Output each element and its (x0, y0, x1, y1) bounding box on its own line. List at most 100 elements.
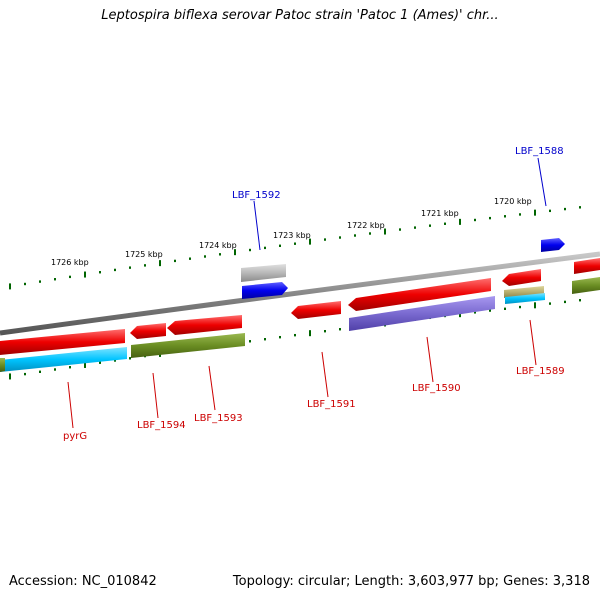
minor-tick (564, 207, 566, 211)
gene-label-lbf-1594[interactable]: LBF_1594 (137, 420, 186, 431)
gene-left-olive[interactable] (0, 358, 5, 372)
minor-tick (474, 311, 476, 314)
minor-tick (429, 224, 431, 227)
minor-tick (579, 206, 581, 209)
scale-label: 1724 kbp (199, 241, 237, 250)
major-tick (159, 260, 161, 267)
major-tick (534, 302, 536, 309)
gene-lbf-1590[interactable] (348, 278, 491, 311)
gene-lbf-1590-purple[interactable] (349, 296, 495, 331)
gene-label-pyrg[interactable]: pyrG (63, 431, 87, 442)
gene-lbf-1589-cyan[interactable] (505, 293, 545, 304)
minor-tick (69, 366, 71, 369)
scale-labels: 1726 kbp 1725 kbp 1724 kbp 1723 kbp 1722… (51, 197, 532, 267)
minor-tick (354, 234, 356, 237)
gene-lbf-1594-olive[interactable] (131, 333, 245, 358)
leader-lbf-1593 (208, 365, 216, 411)
leader-lbf-1589 (529, 319, 537, 366)
minor-tick (129, 266, 131, 269)
genome-summary-text: Topology: circular; Length: 3,603,977 bp… (232, 574, 590, 589)
scale-label: 1720 kbp (494, 197, 532, 206)
minor-tick (24, 282, 26, 286)
scale-label: 1721 kbp (421, 209, 459, 218)
major-tick (309, 330, 311, 337)
major-tick (459, 218, 461, 225)
minor-tick (564, 300, 566, 304)
minor-tick (39, 370, 41, 373)
minor-tick (54, 368, 56, 371)
leader-lbf-1592 (253, 200, 261, 251)
minor-tick (474, 218, 476, 222)
minor-tick (189, 257, 191, 260)
minor-tick (339, 236, 341, 239)
minor-tick (24, 372, 26, 376)
major-tick (9, 373, 11, 380)
minor-tick (174, 259, 176, 263)
gene-lbf-1588[interactable] (541, 238, 565, 252)
minor-tick (294, 242, 296, 245)
minor-tick (39, 280, 41, 283)
leader-pyrg (67, 381, 74, 429)
leader-lbf-1594 (152, 372, 159, 419)
scale-label: 1722 kbp (347, 221, 385, 230)
gene-lbf-1594[interactable] (130, 323, 166, 339)
reverse-genes (0, 269, 545, 372)
minor-tick (324, 238, 326, 241)
minor-tick (54, 278, 56, 281)
minor-tick (489, 216, 491, 220)
major-tick (84, 271, 86, 278)
major-tick (84, 361, 86, 368)
gene-right-edge-olive[interactable] (572, 277, 600, 294)
gene-label-lbf-1592[interactable]: LBF_1592 (232, 190, 281, 201)
gene-lbf-1591[interactable] (291, 301, 341, 319)
major-tick (309, 238, 311, 245)
minor-tick (204, 255, 206, 258)
minor-tick (339, 328, 341, 331)
gene-label-lbf-1591[interactable]: LBF_1591 (307, 399, 356, 410)
minor-tick (249, 248, 251, 252)
major-tick (234, 249, 236, 256)
major-tick (9, 283, 11, 290)
gene-pyrg[interactable] (0, 329, 125, 355)
minor-tick (114, 268, 116, 272)
minor-tick (264, 338, 266, 341)
gene-label-lbf-1589[interactable]: LBF_1589 (516, 366, 565, 377)
minor-tick (504, 307, 506, 311)
scale-label: 1725 kbp (125, 250, 163, 259)
leader-lbf-1590 (426, 336, 434, 383)
minor-tick (69, 275, 71, 279)
minor-tick (369, 232, 371, 235)
minor-tick (219, 253, 221, 256)
label-leaders (67, 157, 547, 429)
gene-label-lbf-1590[interactable]: LBF_1590 (412, 383, 461, 394)
minor-tick (144, 264, 146, 267)
leader-lbf-1591 (321, 351, 329, 398)
gene-lbf-1593[interactable] (167, 315, 242, 335)
gene-label-lbf-1593[interactable]: LBF_1593 (194, 413, 243, 424)
minor-tick (444, 222, 446, 225)
minor-tick (399, 228, 401, 231)
scale-label: 1726 kbp (51, 258, 89, 267)
gene-lbf-1592-gray[interactable] (241, 264, 286, 282)
gene-right-edge[interactable] (574, 258, 600, 274)
minor-tick (504, 215, 506, 218)
minor-tick (99, 271, 101, 274)
gene-lbf-1589[interactable] (502, 269, 541, 286)
leader-lbf-1588 (537, 157, 547, 207)
gene-labels: LBF_1588 LBF_1592 LBF_1589 LBF_1590 LBF_… (63, 146, 565, 442)
minor-tick (549, 209, 551, 213)
forward-genes (241, 238, 600, 299)
gene-label-lbf-1588[interactable]: LBF_1588 (515, 146, 564, 157)
scale-label: 1723 kbp (273, 231, 311, 240)
map-title: Leptospira biflexa serovar Patoc strain … (101, 8, 499, 23)
gene-lbf-1592[interactable] (242, 282, 288, 299)
minor-tick (519, 213, 521, 216)
minor-tick (519, 305, 521, 309)
minor-tick (294, 333, 296, 337)
minor-tick (489, 309, 491, 312)
minor-tick (549, 302, 551, 305)
major-tick (534, 209, 536, 216)
minor-tick (99, 361, 101, 364)
gene-pyrg-cyan[interactable] (0, 347, 127, 372)
